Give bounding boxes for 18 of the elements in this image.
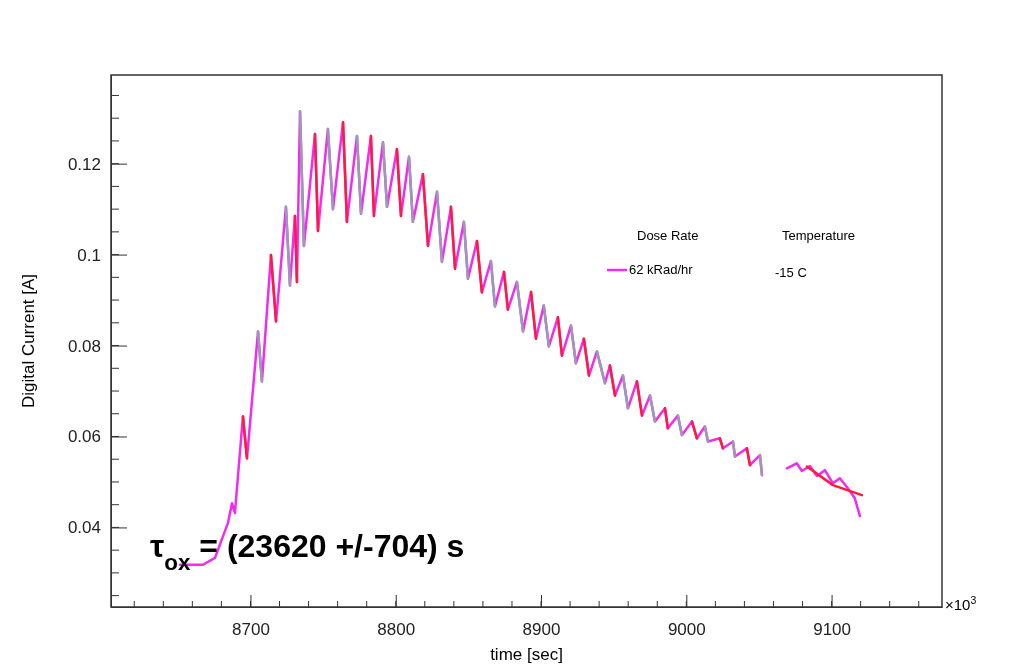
y-tick-label: 0.06	[67, 427, 101, 447]
text: ×10$^{3}$	[945, 594, 977, 613]
y-tick-label: 0.08	[67, 336, 101, 356]
x-tick-label: 9100	[813, 620, 851, 640]
annotation: τ$_{ox}$ = (23620 +/-704) s	[150, 528, 465, 575]
y-tick-label: 0.04	[67, 518, 101, 538]
legend-title: Dose Rate	[637, 228, 699, 243]
annotation: -15 C	[775, 265, 807, 280]
y-tick-label: 0.1	[77, 245, 101, 265]
annotation: Temperature	[782, 228, 855, 243]
x-tick-label: 8700	[232, 620, 270, 640]
x-tick-label: 8800	[377, 620, 416, 640]
x-tick-label: 8900	[522, 620, 561, 640]
x-tick-label: 9000	[667, 620, 706, 640]
y-tick-label: 0.12	[67, 154, 101, 174]
legend-label: 62 kRad/hr	[629, 262, 694, 277]
x-axis-title: time [sec]	[490, 645, 563, 664]
y-axis-title: Digital Current [A]	[19, 273, 38, 409]
